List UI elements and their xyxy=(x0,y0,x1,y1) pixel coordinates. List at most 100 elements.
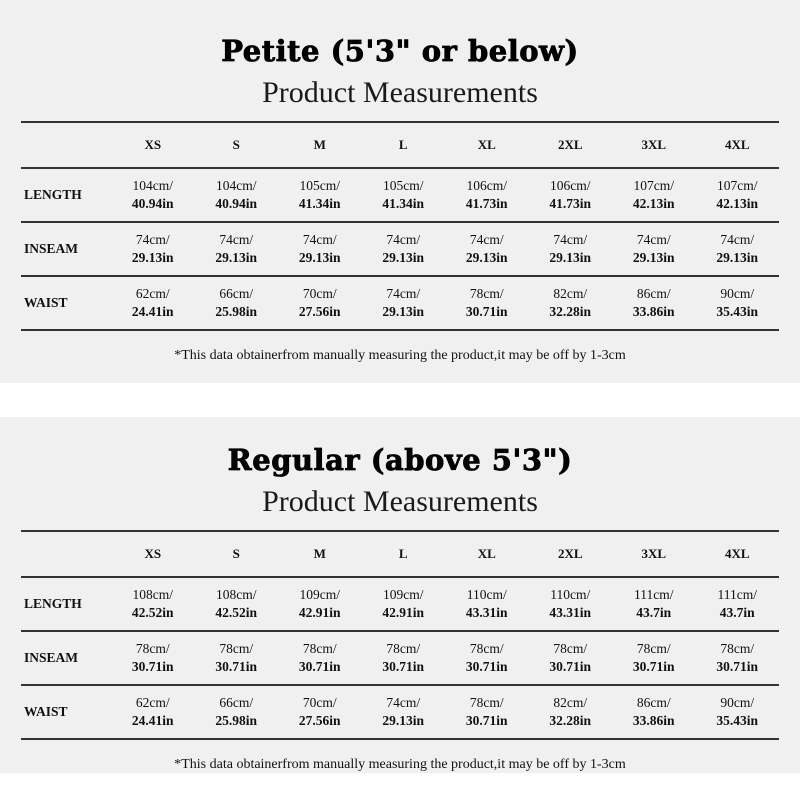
measurement-cell: 106cm/41.73in xyxy=(445,168,529,222)
value-cm: 78cm/ xyxy=(469,641,504,656)
value-cm: 111cm/ xyxy=(717,587,758,602)
size-header: M xyxy=(313,137,326,152)
value-cm: 74cm/ xyxy=(386,286,421,301)
measurement-cell: 108cm/42.52in xyxy=(111,577,195,631)
value-in: 35.43in xyxy=(716,713,759,728)
value-cm: 78cm/ xyxy=(469,286,504,301)
measurement-cell: 74cm/29.13in xyxy=(362,685,446,739)
value-cm: 78cm/ xyxy=(469,695,504,710)
measurement-cell: 74cm/29.13in xyxy=(111,222,195,276)
value-cm: 62cm/ xyxy=(135,695,170,710)
measurement-cell: 107cm/42.13in xyxy=(612,168,696,222)
value-in: 29.13in xyxy=(382,713,425,728)
value-cm: 70cm/ xyxy=(302,695,337,710)
size-header: M xyxy=(313,546,326,561)
value-cm: 78cm/ xyxy=(720,641,755,656)
value-cm: 86cm/ xyxy=(636,695,671,710)
value-cm: 104cm/ xyxy=(216,178,257,193)
value-in: 33.86in xyxy=(632,713,675,728)
section-subtitle: Product Measurements xyxy=(262,485,538,518)
value-in: 33.86in xyxy=(632,304,675,319)
value-cm: 74cm/ xyxy=(720,232,755,247)
size-header: L xyxy=(398,137,408,152)
measurement-cell: 78cm/30.71in xyxy=(195,631,279,685)
value-cm: 74cm/ xyxy=(135,232,170,247)
measurement-cell: 70cm/27.56in xyxy=(278,276,362,330)
value-cm: 74cm/ xyxy=(219,232,254,247)
table-header-row: XS S M L XL 2XL 3XL 4XL xyxy=(21,122,779,168)
value-in: 29.13in xyxy=(298,250,341,265)
size-header: XL xyxy=(477,546,496,561)
measurement-label: WAIST xyxy=(24,704,68,719)
measurement-cell: 78cm/30.71in xyxy=(445,276,529,330)
value-cm: 110cm/ xyxy=(550,587,591,602)
value-cm: 74cm/ xyxy=(636,232,671,247)
size-header: 4XL xyxy=(724,546,750,561)
value-in: 43.31in xyxy=(549,605,592,620)
table-row: INSEAM 78cm/30.71in 78cm/30.71in 78cm/30.71… xyxy=(21,631,779,685)
value-cm: 108cm/ xyxy=(132,587,174,602)
measurement-cell: 74cm/29.13in xyxy=(529,222,613,276)
value-in: 30.71in xyxy=(382,659,425,674)
value-cm: 78cm/ xyxy=(302,641,337,656)
value-cm: 104cm/ xyxy=(132,178,174,193)
value-cm: 62cm/ xyxy=(135,286,170,301)
value-in: 29.13in xyxy=(215,250,258,265)
measurement-cell: 74cm/29.13in xyxy=(362,276,446,330)
measurement-cell: 82cm/32.28in xyxy=(529,685,613,739)
value-cm: 86cm/ xyxy=(636,286,671,301)
value-cm: 70cm/ xyxy=(302,286,337,301)
value-in: 30.71in xyxy=(131,659,174,674)
measurement-cell: 78cm/30.71in xyxy=(529,631,613,685)
value-in: 42.52in xyxy=(131,605,174,620)
value-cm: 78cm/ xyxy=(219,641,254,656)
measurement-cell: 105cm/41.34in xyxy=(362,168,446,222)
value-cm: 90cm/ xyxy=(720,695,755,710)
value-cm: 78cm/ xyxy=(386,641,421,656)
size-header: S xyxy=(232,137,240,152)
value-in: 29.13in xyxy=(549,250,592,265)
section-title: Petite (5'3" or below) xyxy=(221,34,579,69)
value-cm: 78cm/ xyxy=(636,641,671,656)
value-in: 30.71in xyxy=(465,659,508,674)
size-header: XS xyxy=(144,546,162,561)
measurement-label: INSEAM xyxy=(24,241,79,256)
measurement-cell: 74cm/29.13in xyxy=(696,222,780,276)
value-cm: 110cm/ xyxy=(466,587,507,602)
value-in: 40.94in xyxy=(215,196,258,211)
measurement-cell: 62cm/24.41in xyxy=(111,276,195,330)
measurement-table: XS S M L XL 2XL 3XL 4XL LENGTH 104cm/40.94in 104cm… xyxy=(21,121,779,331)
value-cm: 106cm/ xyxy=(550,178,591,193)
measurement-cell: 74cm/29.13in xyxy=(362,222,446,276)
table-row: LENGTH 108cm/42.52in 108cm/42.52in 109cm/42… xyxy=(21,577,779,631)
value-cm: 109cm/ xyxy=(383,587,424,602)
value-in: 42.52in xyxy=(215,605,258,620)
value-in: 43.31in xyxy=(465,605,508,620)
value-in: 42.13in xyxy=(632,196,675,211)
size-header: L xyxy=(398,546,408,561)
value-cm: 90cm/ xyxy=(720,286,755,301)
value-cm: 74cm/ xyxy=(469,232,504,247)
value-cm: 82cm/ xyxy=(553,286,588,301)
value-in: 30.71in xyxy=(215,659,258,674)
size-header: XL xyxy=(477,137,496,152)
measurement-cell: 74cm/29.13in xyxy=(445,222,529,276)
value-cm: 66cm/ xyxy=(219,695,254,710)
value-in: 24.41in xyxy=(131,713,174,728)
value-in: 41.73in xyxy=(465,196,508,211)
measurement-label: LENGTH xyxy=(24,187,82,202)
value-cm: 106cm/ xyxy=(466,178,508,193)
value-in: 30.71in xyxy=(632,659,675,674)
table-header-row: XS S M L XL 2XL 3XL 4XL xyxy=(21,531,779,577)
value-in: 29.13in xyxy=(382,304,425,319)
value-in: 30.71in xyxy=(465,713,508,728)
measurement-cell: 110cm/43.31in xyxy=(445,577,529,631)
measurement-cell: 111cm/43.7in xyxy=(696,577,780,631)
table-row: LENGTH 104cm/40.94in 104cm/40.94in 105cm/41… xyxy=(21,168,779,222)
size-header: 3XL xyxy=(641,546,667,561)
value-in: 27.56in xyxy=(298,304,341,319)
measurement-cell: 110cm/43.31in xyxy=(529,577,613,631)
measurement-label: LENGTH xyxy=(24,596,82,611)
value-cm: 74cm/ xyxy=(386,232,421,247)
value-in: 30.71in xyxy=(298,659,341,674)
